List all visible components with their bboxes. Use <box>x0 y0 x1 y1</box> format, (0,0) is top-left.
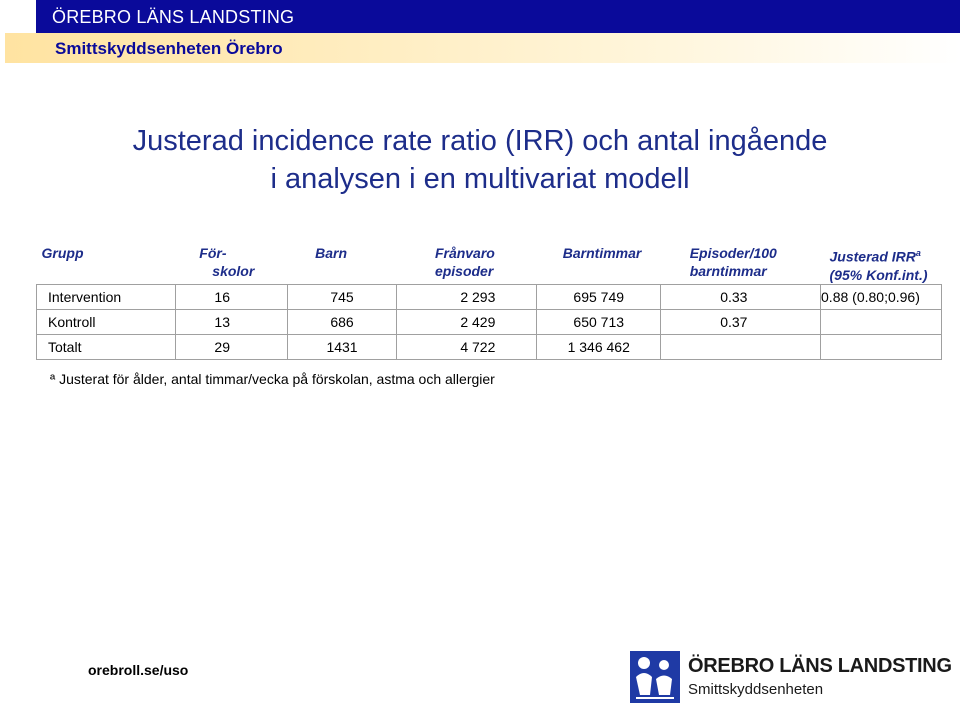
table-row-kontroll: Kontroll 13 686 2 429 650 713 0.37 <box>36 308 942 335</box>
header-bar: ÖREBRO LÄNS LANDSTING <box>36 0 960 33</box>
col-header-irr: Justerad IRRa (95% Konf.int.) <box>829 248 928 283</box>
org-name: ÖREBRO LÄNS LANDSTING <box>52 7 295 27</box>
cell-franvaro: 2 293 <box>396 283 538 310</box>
title-line-1: Justerad incidence rate ratio (IRR) och … <box>132 125 828 157</box>
cell-barntimmar: 695 749 <box>536 283 662 310</box>
irr-table: Grupp För- skolor Barn Frånvaro episoder… <box>36 240 942 360</box>
cell-episoder <box>660 333 822 360</box>
people-emblem-icon <box>630 651 680 703</box>
table-header-row: Grupp För- skolor Barn Frånvaro episoder… <box>37 240 942 284</box>
cell-grupp: Totalt <box>36 333 176 360</box>
cell-forskolor: 16 <box>174 283 288 310</box>
cell-barn: 686 <box>286 308 398 335</box>
cell-episoder: 0.37 <box>660 308 822 335</box>
col-header-barn: Barn <box>315 245 348 261</box>
cell-grupp: Intervention <box>36 283 176 310</box>
cell-barntimmar: 650 713 <box>536 308 662 335</box>
col-header-franvaro: Frånvaro episoder <box>434 245 495 279</box>
logo-org-name: ÖREBRO LÄNS LANDSTING <box>688 655 952 677</box>
col-header-grupp: Grupp <box>41 245 84 261</box>
page-title: Justerad incidence rate ratio (IRR) och … <box>60 122 900 198</box>
unit-name: Smittskyddsenheten Örebro <box>55 39 283 58</box>
cell-grupp: Kontroll <box>36 308 176 335</box>
cell-barn: 745 <box>286 283 398 310</box>
cell-barntimmar: 1 346 462 <box>536 333 662 360</box>
cell-irr <box>820 333 942 360</box>
table-row-totalt: Totalt 29 1431 4 722 1 346 462 <box>36 333 942 360</box>
title-line-2: i analysen i en multivariat modell <box>270 163 690 195</box>
footer-website-link[interactable]: orebroll.se/uso <box>88 662 189 678</box>
cell-irr <box>820 308 942 335</box>
cell-episoder: 0.33 <box>660 283 822 310</box>
cell-franvaro: 2 429 <box>396 308 538 335</box>
table-row-intervention: Intervention 16 745 2 293 695 749 0.33 0… <box>36 283 942 310</box>
col-header-episoder: Episoder/100 barntimmar <box>689 245 777 279</box>
logo-unit-name: Smittskyddsenheten <box>688 681 824 698</box>
cell-forskolor: 29 <box>174 333 288 360</box>
cell-irr: 0.88 (0.80;0.96) <box>820 283 942 310</box>
landsting-logo: ÖREBRO LÄNS LANDSTING Smittskyddsenheten <box>630 651 952 703</box>
cell-franvaro: 4 722 <box>396 333 538 360</box>
footnote: ª Justerat för ålder, antal timmar/vecka… <box>50 371 495 387</box>
cell-forskolor: 13 <box>174 308 288 335</box>
col-header-barntimmar: Barntimmar <box>562 245 642 261</box>
col-header-forskolor: För- skolor <box>199 245 255 279</box>
subheader-bar: Smittskyddsenheten Örebro <box>5 33 960 63</box>
cell-barn: 1431 <box>286 333 398 360</box>
